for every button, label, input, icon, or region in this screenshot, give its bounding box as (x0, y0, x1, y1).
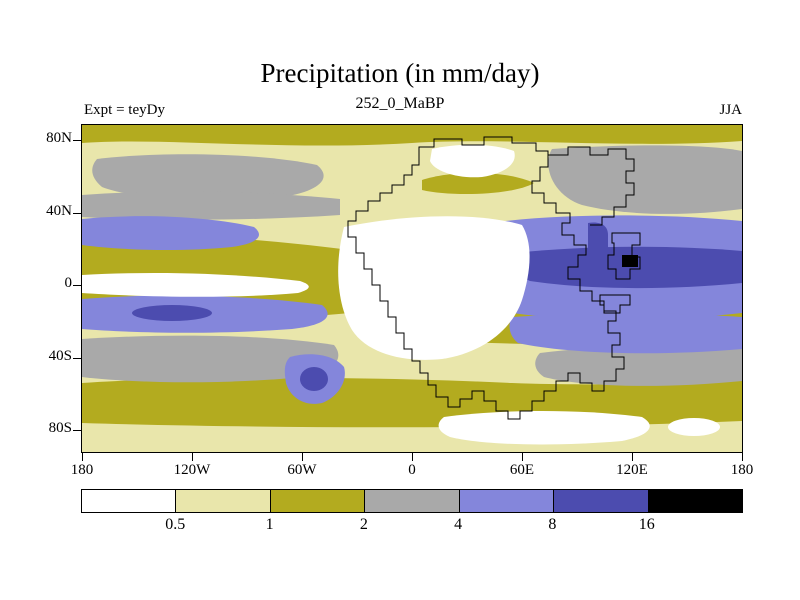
colorbar-segment (365, 490, 460, 512)
colorbar-segment (82, 490, 177, 512)
lon-tick-mark (82, 453, 83, 461)
colorbar-label: 2 (359, 516, 368, 533)
lon-tick-label: 60W (287, 462, 317, 478)
colorbar-segment (176, 490, 271, 512)
coastline-southeast-island (599, 294, 631, 314)
lat-tick-label: 80S (48, 420, 72, 436)
season-label: JJA (719, 102, 742, 118)
lat-tick-mark (73, 285, 81, 286)
lon-tick-label: 180 (70, 462, 94, 478)
lon-tick-mark (522, 453, 523, 461)
lon-tick-label: 60E (509, 462, 535, 478)
lon-tick-label: 120E (616, 462, 648, 478)
page-title: Precipitation (in mm/day) (260, 58, 540, 88)
figure-subtitle: 252_0_MaBP (355, 95, 445, 112)
band-northwest-purple (82, 216, 259, 251)
lon-tick-label: 120W (173, 462, 211, 478)
colorbar-segment (459, 490, 555, 512)
band-arctic-olive (82, 125, 742, 146)
lon-tick-mark (742, 453, 743, 461)
lon-tick-mark (412, 453, 413, 461)
lon-tick-label: 0 (408, 462, 416, 478)
lon-tick-mark (302, 453, 303, 461)
coastline-northeast (548, 146, 635, 226)
colorbar (81, 489, 743, 513)
patch-south-dry-white-small (668, 418, 720, 436)
region-continent-dry-white (338, 216, 530, 360)
lat-tick-mark (73, 140, 81, 141)
lat-tick-mark (73, 212, 81, 214)
experiment-label: Expt = teyDy (84, 102, 165, 118)
colorbar-label: 1 (265, 516, 274, 533)
colorbar-label: 16 (638, 516, 655, 533)
spot-southwest-dark-purple (300, 367, 328, 391)
coastline-main (347, 136, 625, 420)
arm-tethys-dark-purple (588, 222, 608, 280)
patch-northeast-gray (548, 145, 742, 214)
band-southwest-gray (82, 335, 339, 383)
colorbar-segment (270, 490, 366, 512)
colorbar-label: 8 (548, 516, 557, 533)
band-southeast-gray (535, 345, 742, 386)
patch-northwest-gray (92, 154, 324, 200)
spot-south-dark-purple (132, 305, 212, 321)
lat-tick-label: 40N (46, 202, 72, 219)
contour-map-canvas (82, 125, 742, 452)
lon-tick-label: 180 (730, 462, 754, 478)
band-north-gray (82, 191, 340, 220)
lat-tick-label: 0 (64, 275, 73, 291)
colorbar-label: 0.5 (165, 516, 186, 533)
coastline-east-island (607, 232, 641, 280)
patch-north-dry-white (430, 144, 515, 178)
spot-max-precip-black (622, 255, 638, 267)
colorbar-label: 4 (454, 516, 463, 533)
core-tethys-dark-purple (512, 246, 742, 289)
colorbar-segment (648, 490, 742, 512)
lat-tick-mark (73, 430, 81, 431)
lat-tick-mark (73, 357, 81, 359)
colorbar-segment (554, 490, 649, 512)
band-southeast-purple (509, 313, 742, 354)
wedge-equator-west-white (82, 273, 309, 297)
lon-tick-mark (632, 453, 633, 461)
lat-tick-label: 80N (46, 130, 72, 146)
patch-north-olive (422, 172, 534, 195)
lon-tick-mark (192, 453, 193, 461)
precipitation-map (81, 124, 743, 453)
lat-tick-label: 40S (48, 347, 72, 364)
patch-south-dry-white (438, 411, 650, 445)
